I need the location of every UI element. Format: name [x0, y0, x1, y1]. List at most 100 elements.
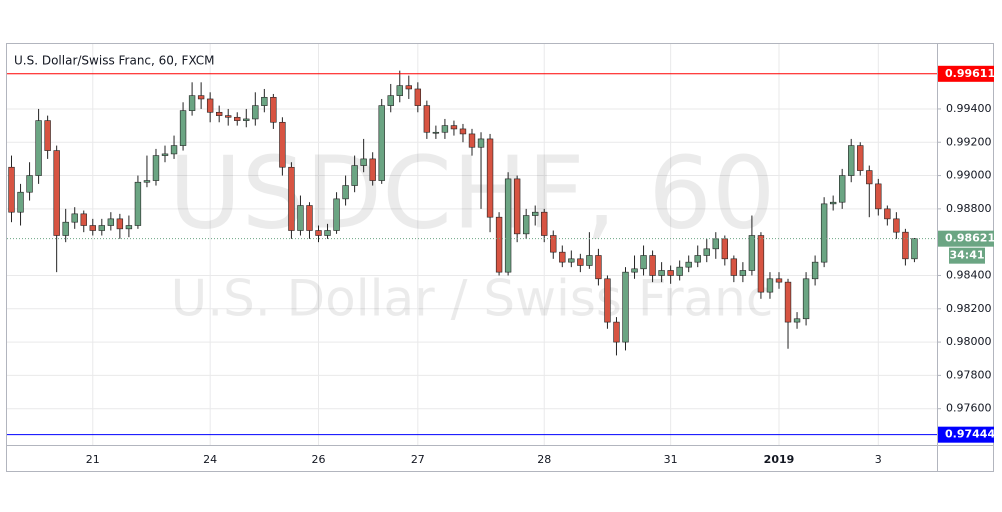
candle-body [649, 255, 656, 276]
candle-body [667, 270, 674, 276]
candle-body [486, 138, 494, 218]
candle-body [586, 255, 593, 266]
candle-body [143, 180, 151, 183]
level-label: 0.99611 [945, 67, 995, 80]
candle-body [89, 225, 96, 231]
candle-body [170, 145, 178, 155]
candle-body [342, 185, 349, 200]
candle-body [35, 120, 42, 176]
candle-body [477, 138, 485, 148]
candle-body [98, 225, 105, 231]
x-tick-label: 3 [875, 453, 882, 466]
candle-body [902, 231, 909, 260]
last-price-box [938, 230, 994, 247]
x-tick-label: 2019 [764, 453, 795, 466]
candle-body [360, 158, 367, 166]
candle-body [468, 133, 476, 148]
candle-body [730, 258, 738, 276]
candle-body [414, 88, 422, 106]
candle-body [694, 255, 701, 263]
candle-body [225, 115, 232, 118]
candle-body [739, 270, 747, 276]
candle-body [875, 183, 882, 210]
candle-body [550, 235, 557, 253]
candle-body [784, 281, 792, 323]
candle-body [396, 85, 403, 96]
candle-body [197, 95, 205, 100]
candle-body [134, 181, 142, 226]
candle-body [541, 211, 548, 236]
candle-body [351, 165, 358, 186]
candle-body [595, 255, 602, 280]
candle-body [279, 121, 286, 168]
candle-body [188, 95, 196, 111]
chart-title: U.S. Dollar/Swiss Franc, 60, FXCM [14, 54, 215, 68]
candle-body [17, 191, 24, 213]
overlays: 0.99611 0.97444 0.98621 34:41 [7, 65, 995, 443]
y-tick-label: 0.98400 [946, 268, 992, 281]
level-label-box [938, 65, 994, 82]
y-tick-label: 0.98200 [946, 302, 992, 315]
candle-body [522, 215, 530, 235]
y-tick-label: 0.98800 [946, 202, 992, 215]
candle-body [640, 255, 647, 270]
x-tick-label: 27 [411, 453, 425, 466]
candle-body [829, 201, 837, 205]
candle-body [71, 213, 78, 223]
countdown-box [949, 247, 985, 264]
candle-body [234, 116, 241, 121]
candle-body [459, 128, 467, 135]
candle-body [802, 278, 810, 320]
y-tick-label: 0.99000 [946, 169, 992, 182]
candle-body [604, 278, 611, 323]
candle-body [26, 175, 33, 193]
candle-body [8, 166, 15, 213]
candle-body [441, 125, 449, 133]
candle-body [658, 270, 665, 276]
candle-body [80, 213, 87, 226]
candle-body [613, 321, 620, 343]
countdown-label: 34:41 [949, 249, 984, 262]
candle-body [757, 235, 765, 293]
candle-body [161, 153, 169, 156]
candle-body [857, 145, 864, 171]
candle-body [333, 198, 340, 231]
candle-body [748, 235, 756, 271]
candle-body [432, 131, 440, 134]
candle-body [513, 178, 521, 235]
candle-body [884, 208, 891, 220]
candle-body [44, 120, 51, 151]
candle-body [423, 105, 431, 133]
candle-body [568, 258, 575, 263]
candle-body [721, 238, 729, 260]
candle-body [504, 178, 512, 273]
candle-body [297, 205, 304, 231]
candle-body [712, 238, 719, 250]
y-tick-label: 0.98000 [946, 335, 992, 348]
candle-body [495, 216, 503, 273]
last-price-label: 0.98621 [945, 232, 995, 245]
level-label-box [938, 426, 994, 443]
candle-body [306, 205, 313, 231]
candle-body [152, 155, 160, 181]
candle-body [62, 221, 69, 236]
candle-body [252, 105, 259, 120]
candle-body [532, 211, 539, 216]
x-tick-label: 31 [664, 453, 678, 466]
y-tick-label: 0.97600 [946, 402, 992, 415]
candle-body [315, 230, 322, 236]
candle-body [820, 203, 828, 263]
watermark-subtitle: U.S. Dollar / Swiss Franc [171, 270, 774, 328]
candle-body [631, 268, 638, 273]
candle-body [107, 218, 115, 226]
candle-body [405, 85, 412, 90]
candle-body [243, 118, 250, 121]
candle-body [685, 261, 692, 268]
candle-body [378, 105, 385, 181]
candle-body [179, 110, 187, 146]
candle-body [125, 225, 133, 230]
candle-body [866, 170, 873, 185]
x-tick-label: 26 [312, 453, 326, 466]
candle-body [116, 218, 124, 230]
